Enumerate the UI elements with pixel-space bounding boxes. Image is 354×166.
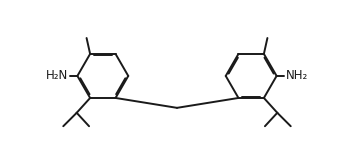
Text: NH₂: NH₂ [285, 69, 308, 82]
Text: H₂N: H₂N [46, 69, 69, 82]
